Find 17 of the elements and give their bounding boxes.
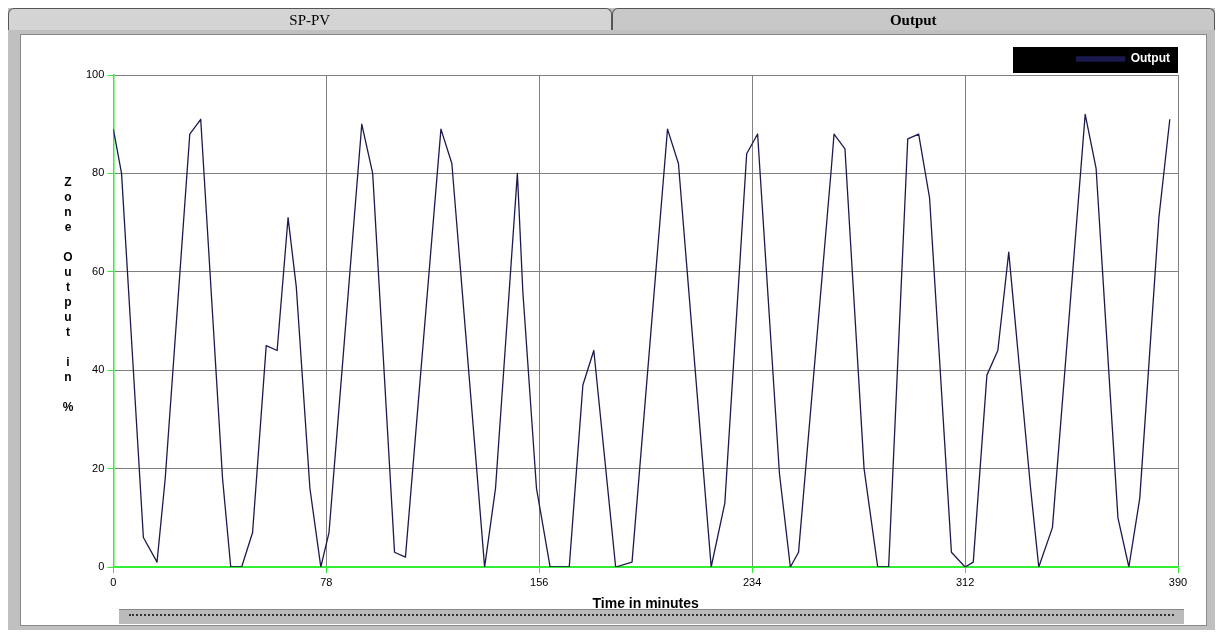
y-tick-label: 80: [92, 166, 105, 179]
y-tick-label: 20: [92, 461, 105, 474]
y-axis-title: Zone Output in %: [61, 175, 75, 415]
x-tick-label: 312: [955, 575, 975, 588]
legend-label: Output: [1130, 51, 1171, 66]
x-tick-label: 78: [320, 575, 333, 588]
x-tick-label: 0: [110, 575, 117, 588]
x-tick-label: 234: [742, 575, 762, 588]
text: Output: [611, 8, 1215, 30]
y-tick-label: 40: [92, 363, 105, 376]
y-tick-label: 0: [98, 560, 105, 573]
text: SP-PV: [8, 8, 612, 30]
y-tick-label: 100: [85, 68, 105, 81]
x-axis-title: Time in minutes: [592, 595, 700, 612]
x-tick-label: 390: [1168, 575, 1188, 588]
y-tick-label: 60: [92, 264, 105, 277]
x-tick-label: 156: [530, 575, 549, 588]
